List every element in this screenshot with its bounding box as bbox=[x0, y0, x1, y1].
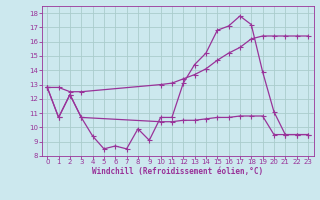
X-axis label: Windchill (Refroidissement éolien,°C): Windchill (Refroidissement éolien,°C) bbox=[92, 167, 263, 176]
